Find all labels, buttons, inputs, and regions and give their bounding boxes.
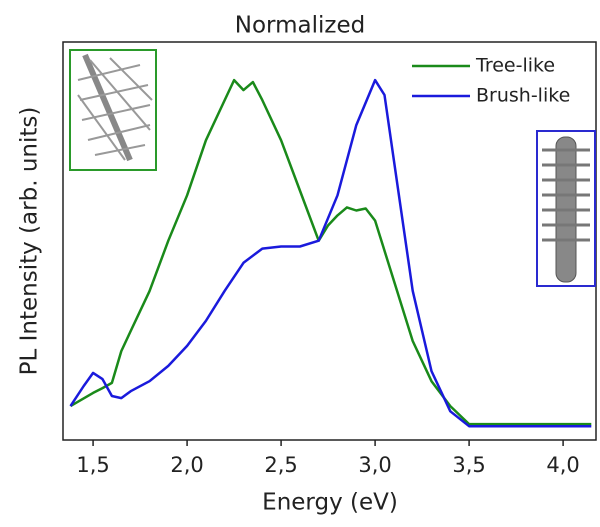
- x-tick-label: 2,0: [170, 453, 203, 477]
- series-line: [69, 78, 592, 426]
- x-tick-label: 2,5: [264, 453, 297, 477]
- x-tick-label: 1,5: [76, 453, 109, 477]
- brush-inset: [536, 130, 596, 287]
- x-tick-label: 4,0: [546, 453, 579, 477]
- x-axis-label: Energy (eV): [262, 490, 398, 516]
- x-tick-label: 3,0: [358, 453, 391, 477]
- chart-title: Normalized: [235, 13, 365, 39]
- legend-label: Tree-like: [475, 55, 555, 77]
- series-line: [69, 78, 592, 428]
- x-tick-label: 3,5: [452, 453, 485, 477]
- tree-inset: [69, 49, 157, 171]
- y-axis-label: PL Intensity (arb. units): [17, 107, 43, 376]
- legend-label: Brush-like: [476, 85, 570, 107]
